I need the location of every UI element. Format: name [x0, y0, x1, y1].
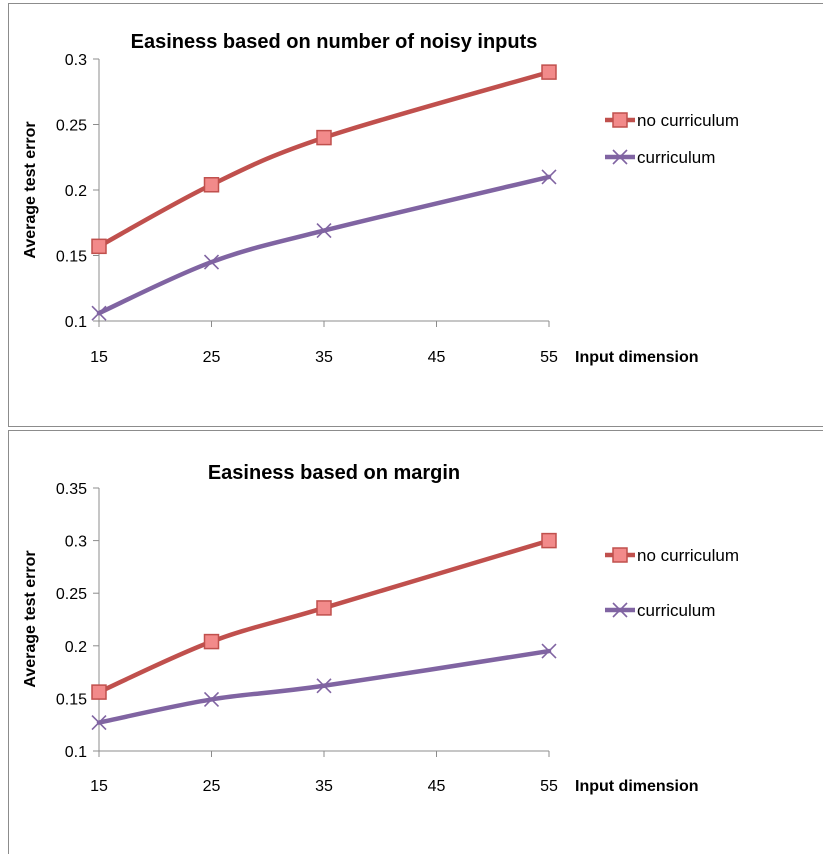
data-point-no-curriculum — [541, 532, 557, 549]
data-point-no-curriculum — [541, 64, 557, 80]
marker-stroke — [541, 169, 557, 185]
data-point-no-curriculum — [612, 547, 628, 563]
data-point-no-curriculum — [203, 633, 220, 650]
legend-label: no curriculum — [637, 111, 739, 130]
data-point-curriculum — [91, 305, 107, 321]
data-point-no-curriculum — [203, 177, 220, 193]
y-axis-label: Average test error — [22, 121, 39, 258]
series-line-curriculum — [96, 648, 552, 725]
x-tick-label: 15 — [90, 349, 108, 366]
data-point-curriculum — [541, 169, 557, 185]
y-tick-label: 0.35 — [56, 481, 87, 498]
chart-panel-margin: Easiness based on margin 0.1 0.15 0.2 0.25 0.… — [8, 430, 823, 854]
data-point-no-curriculum — [91, 684, 107, 700]
y-tick-label: 0.25 — [56, 118, 87, 135]
y-tick-label: 0.2 — [65, 639, 87, 656]
x-tick-label: 35 — [315, 349, 333, 366]
chart-title: Easiness based on number of noisy inputs — [131, 31, 538, 53]
marker-stroke — [91, 715, 107, 731]
x-axis-label: Input dimension — [575, 778, 699, 795]
marker-stroke — [541, 643, 557, 659]
x-tick-label: 35 — [315, 778, 333, 795]
x-tick-label: 25 — [203, 778, 221, 795]
data-point-curriculum — [203, 254, 220, 270]
y-tick-label: 0.15 — [56, 249, 87, 266]
data-point-no-curriculum — [316, 600, 332, 616]
legend-label: curriculum — [637, 601, 715, 620]
data-point-curriculum — [541, 643, 557, 659]
y-tick-label: 0.2 — [65, 183, 87, 200]
series-line-curriculum — [96, 174, 552, 316]
legend-label: curriculum — [637, 148, 715, 167]
data-point-no-curriculum — [612, 112, 628, 128]
x-tick-label: 45 — [428, 349, 446, 366]
series-line-no-curriculum — [96, 69, 552, 249]
y-tick-label: 0.15 — [56, 691, 87, 708]
data-point-curriculum — [91, 715, 107, 731]
x-tick-label: 55 — [540, 778, 558, 795]
x-tick-label: 55 — [540, 349, 558, 366]
y-axis-label: Average test error — [22, 550, 39, 687]
data-point-curriculum — [316, 678, 332, 694]
x-tick-label: 45 — [428, 778, 446, 795]
x-axis-label: Input dimension — [575, 349, 699, 366]
marker-stroke — [316, 223, 332, 239]
y-tick-label: 0.3 — [65, 534, 87, 551]
x-tick-label: 15 — [90, 778, 108, 795]
chart-title: Easiness based on margin — [208, 462, 460, 484]
chart-panel-noisy-inputs: Easiness based on number of noisy inputs… — [8, 3, 823, 427]
data-point-curriculum — [612, 602, 628, 618]
marker-stroke — [203, 691, 220, 708]
data-point-no-curriculum — [316, 129, 332, 146]
marker-stroke — [203, 254, 220, 270]
marker-stroke — [316, 678, 332, 694]
x-tick-label: 25 — [203, 349, 221, 366]
data-point-no-curriculum — [91, 238, 107, 255]
chart-margin: Easiness based on margin 0.1 0.15 0.2 0.25 0.… — [22, 462, 739, 795]
marker-stroke — [91, 305, 107, 321]
series-line-no-curriculum — [96, 538, 552, 695]
chart-noisy-inputs: Easiness based on number of noisy inputs… — [22, 31, 739, 366]
data-point-curriculum — [316, 223, 332, 239]
data-point-curriculum — [612, 149, 628, 165]
legend-label: no curriculum — [637, 546, 739, 565]
y-tick-label: 0.1 — [65, 744, 87, 761]
y-tick-label: 0.1 — [65, 314, 87, 331]
y-tick-label: 0.25 — [56, 586, 87, 603]
data-point-curriculum — [203, 691, 220, 708]
marker-stroke — [612, 149, 628, 165]
marker-stroke — [612, 602, 628, 618]
y-tick-label: 0.3 — [65, 52, 87, 69]
